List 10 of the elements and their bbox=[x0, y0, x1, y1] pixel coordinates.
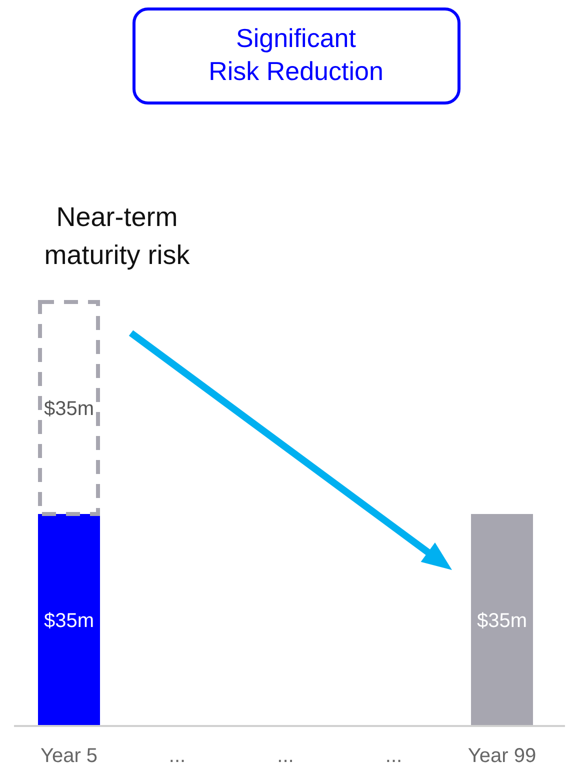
x-tick-label: ... bbox=[168, 745, 186, 767]
data-label: $35m bbox=[44, 398, 94, 420]
x-tick-label: Year 99 bbox=[468, 745, 536, 767]
data-label: $35m bbox=[476, 610, 528, 632]
x-tick-label: Year 5 bbox=[40, 745, 98, 767]
chart-title: Significant Risk Reduction bbox=[208, 23, 384, 86]
data-label: $35m bbox=[44, 610, 94, 632]
x-tick-label: ... bbox=[385, 745, 402, 767]
x-tick-label: ... bbox=[277, 745, 294, 767]
text: Near-term maturity risk bbox=[44, 202, 190, 270]
